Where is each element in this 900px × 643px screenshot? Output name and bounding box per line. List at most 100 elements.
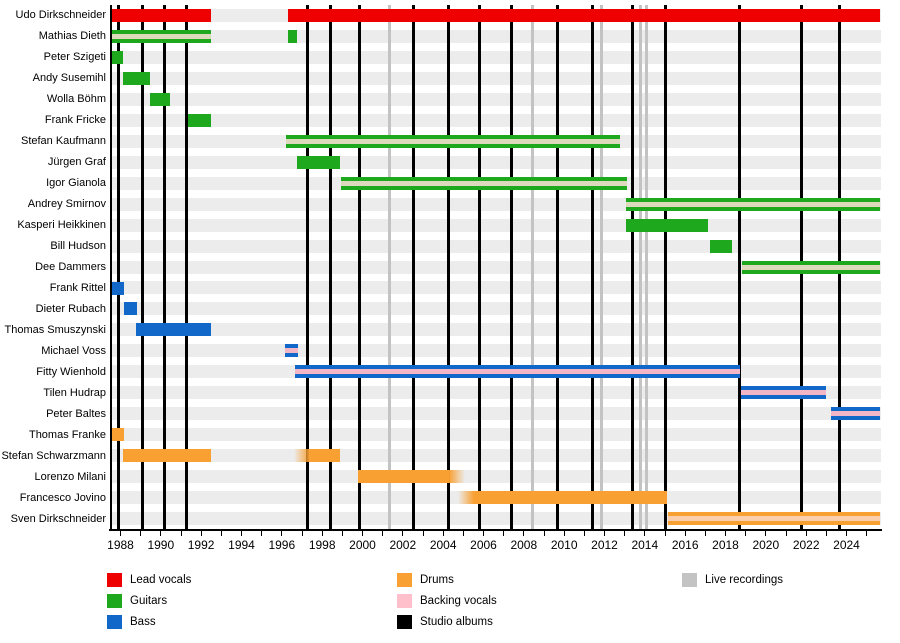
timeline-bar (626, 218, 708, 232)
timeline-bar (626, 197, 880, 211)
live-recording-line (530, 5, 534, 529)
legend-label: Drums (420, 574, 454, 586)
timeline-bar (296, 155, 340, 169)
legend-swatch (107, 594, 122, 608)
timeline-bar (112, 50, 123, 64)
row-stripe (112, 403, 881, 425)
member-label: Thomas Smuszynski (4, 323, 106, 336)
x-tick (765, 531, 767, 536)
live-recording-line (388, 5, 392, 529)
x-year-label: 2000 (349, 538, 376, 552)
live-recording-line (600, 5, 604, 529)
x-tick (281, 531, 283, 536)
studio-album-line (328, 5, 332, 529)
x-tick (462, 531, 464, 536)
legend-swatch (682, 573, 697, 587)
x-year-label: 1998 (308, 538, 336, 552)
x-tick (725, 531, 726, 536)
x-tick (382, 531, 384, 536)
x-year-label: 2022 (792, 538, 820, 552)
legend-item: Bass (107, 614, 367, 635)
legend-item: Lead vocals (107, 572, 367, 593)
timeline-bar (111, 428, 124, 442)
member-label: Sven Dirkschneider (10, 512, 106, 525)
timeline-bar (122, 449, 211, 463)
studio-album-line (631, 5, 635, 529)
row-stripe (112, 298, 881, 320)
timeline-bar (831, 407, 880, 421)
x-year-label: 2018 (712, 538, 739, 552)
member-label: Udo Dirkschneider (15, 9, 106, 22)
x-tick (664, 531, 666, 536)
timeline-bar (340, 176, 627, 190)
member-label: Peter Baltes (46, 407, 106, 420)
member-label: Frank Fricke (44, 114, 106, 127)
live-recording-line (638, 5, 642, 529)
row-stripe (112, 25, 881, 47)
row-stripe (112, 340, 881, 362)
x-tick (422, 531, 424, 536)
x-tick (442, 531, 444, 536)
legend-label: Backing vocals (420, 595, 497, 607)
studio-album-line (737, 5, 741, 529)
x-tick (846, 531, 847, 536)
x-tick (220, 531, 222, 536)
timeline-bar (293, 449, 340, 463)
legend-label: Lead vocals (130, 574, 192, 586)
studio-album-line (117, 5, 120, 529)
timeline-bar (741, 260, 880, 274)
legend-swatch (397, 594, 412, 608)
member-label: Frank Rittel (49, 281, 106, 294)
timeline-bar (294, 365, 740, 379)
x-year-label: 2014 (631, 538, 659, 552)
member-label: Lorenzo Milani (34, 470, 106, 483)
studio-album-line (555, 5, 559, 529)
row-stripe (112, 235, 881, 257)
legend-item: Guitars (107, 593, 367, 614)
legend-swatch (397, 573, 412, 587)
x-tick (684, 531, 686, 536)
timeline-bar (112, 9, 211, 22)
x-tick (120, 531, 121, 536)
timeline-bar (136, 323, 211, 337)
x-year-label: 1992 (187, 538, 215, 552)
x-tick (745, 531, 747, 536)
row-stripe (112, 67, 881, 89)
legend-item: Studio albums (397, 614, 657, 635)
timeline-bar (149, 92, 170, 106)
row-stripe (112, 445, 881, 467)
x-tick (644, 531, 646, 536)
x-tick (563, 531, 565, 536)
x-year-label: 2008 (510, 538, 538, 552)
member-label: Andrey Smirnov (27, 198, 106, 211)
studio-album-line (184, 5, 188, 529)
row-stripe (112, 151, 881, 173)
x-tick (402, 531, 404, 536)
member-label: Peter Szigeti (43, 51, 106, 64)
timeline-bar (741, 386, 827, 400)
studio-album-line (664, 5, 668, 529)
x-tick (583, 531, 585, 536)
row-stripe (112, 466, 881, 488)
studio-album-line (447, 5, 451, 529)
x-tick (180, 531, 182, 536)
x-year-label: 2016 (671, 538, 699, 552)
studio-album-line (358, 5, 361, 529)
x-tick (604, 531, 605, 536)
x-axis-line (109, 529, 882, 531)
x-tick (704, 531, 706, 536)
live-recording-line (645, 5, 649, 529)
row-stripe (112, 214, 881, 236)
member-label: Stefan Schwarzmann (1, 449, 106, 462)
member-label: Tilen Hudrap (43, 386, 106, 399)
x-tick (241, 531, 242, 536)
legend-label: Guitars (130, 595, 168, 607)
row-stripe (112, 424, 881, 446)
x-tick (483, 531, 484, 536)
x-tick (523, 531, 525, 536)
member-label: Bill Hudson (50, 240, 106, 253)
x-tick (785, 531, 787, 536)
x-year-label: 1996 (268, 538, 296, 552)
x-year-label: 2020 (752, 538, 780, 552)
